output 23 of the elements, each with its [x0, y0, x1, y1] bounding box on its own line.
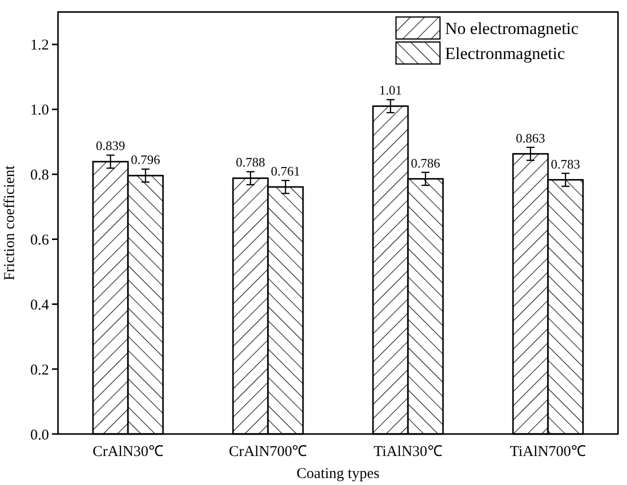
- data-label: 1.01: [379, 82, 402, 98]
- x-axis-title: Coating types: [296, 466, 380, 482]
- y-tick-label: 0.6: [30, 232, 50, 248]
- data-label: 0.786: [410, 155, 441, 170]
- data-label: 0.839: [96, 138, 126, 154]
- y-tick-label: 0.4: [30, 297, 50, 314]
- x-tick-label: CrAlN30℃: [92, 444, 164, 460]
- legend-label: Electronmagnetic: [445, 44, 566, 63]
- data-label: 0.796: [130, 152, 161, 168]
- x-tick-label: TiAlN30℃: [374, 444, 442, 460]
- x-tick-label: TiAlN700℃: [510, 444, 586, 460]
- y-axis-title: Friction coefficient: [2, 164, 18, 281]
- data-label: 0.788: [236, 154, 266, 170]
- y-tick-label: 0.0: [30, 427, 49, 444]
- legend-label: No electromagnetic: [445, 18, 580, 38]
- data-label: 0.783: [550, 156, 580, 172]
- y-tick-label: 0.2: [30, 362, 49, 378]
- y-tick-label: 1.2: [30, 38, 49, 54]
- y-tick-label: 1.0: [30, 102, 49, 119]
- data-label: 0.761: [270, 163, 300, 178]
- y-tick-label: 0.8: [30, 168, 49, 184]
- data-label: 0.863: [516, 130, 546, 146]
- x-tick-label: CrAlN700℃: [228, 444, 308, 460]
